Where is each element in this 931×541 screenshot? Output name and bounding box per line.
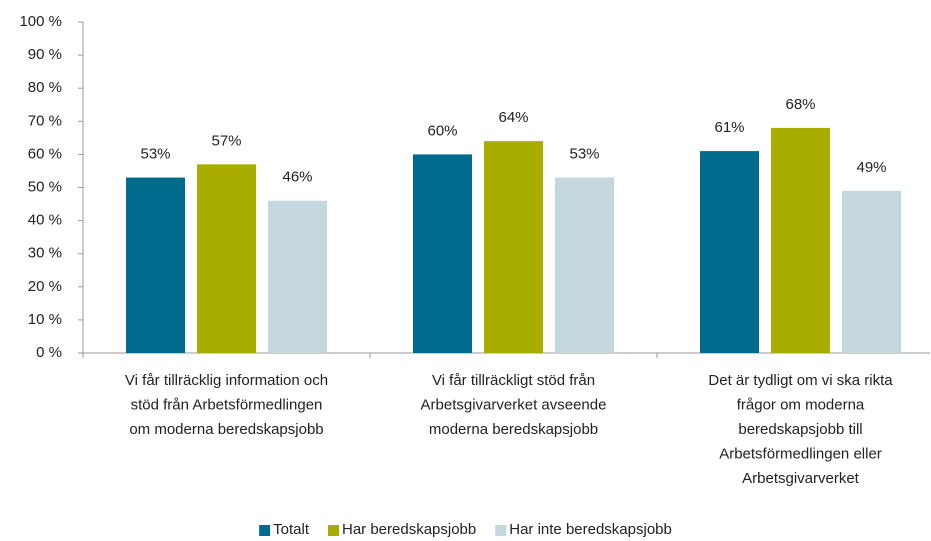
y-tick-label: 70 % [28,112,62,129]
bar [268,200,327,353]
bar [700,151,759,353]
y-tick-label: 40 % [28,212,62,229]
value-label: 61% [714,119,744,136]
legend-swatch [495,525,507,536]
y-tick-label: 100 % [19,13,62,30]
x-tick-label: beredskapsjobb till [738,421,862,438]
x-tick-label: frågor om moderna [737,396,865,413]
x-tick-label: stöd från Arbetsförmedlingen [131,396,323,413]
value-label: 46% [282,169,312,186]
y-tick-label: 60 % [28,145,62,162]
x-tick-label: Arbetsgivarverket [742,470,860,487]
value-label: 49% [856,159,886,176]
value-label: 60% [427,122,457,139]
bar [771,127,830,353]
y-tick-label: 0 % [36,344,62,361]
x-tick-label: Det är tydligt om vi ska rikta [708,372,893,389]
y-tick-label: 10 % [28,311,62,328]
legend-label: Har inte beredskapsjobb [509,521,672,538]
bar [484,141,543,353]
x-tick-label: om moderna beredskapsjobb [129,421,323,438]
bar [413,154,472,353]
legend-label: Totalt [273,521,310,538]
bar [555,177,614,353]
value-label: 53% [569,146,599,163]
bar [842,190,901,353]
legend-swatch [259,525,271,536]
value-label: 53% [140,146,170,163]
y-tick-label: 30 % [28,245,62,262]
value-label: 64% [498,109,528,126]
y-tick-label: 50 % [28,178,62,195]
y-tick-label: 80 % [28,79,62,96]
x-tick-label: Vi får tillräcklig information och [125,372,328,389]
bar [197,164,256,353]
value-label: 68% [785,96,815,113]
bar [126,177,185,353]
value-label: 57% [211,132,241,149]
legend-label: Har beredskapsjobb [342,521,476,538]
x-tick-label: Arbetsgivarverket avseende [421,396,607,413]
x-tick-label: moderna beredskapsjobb [429,421,598,438]
y-tick-label: 90 % [28,46,62,63]
legend-swatch [328,525,339,536]
y-tick-label: 20 % [28,278,62,295]
x-tick-label: Vi får tillräckligt stöd från [432,372,595,389]
x-tick-label: Arbetsförmedlingen eller [719,445,882,462]
